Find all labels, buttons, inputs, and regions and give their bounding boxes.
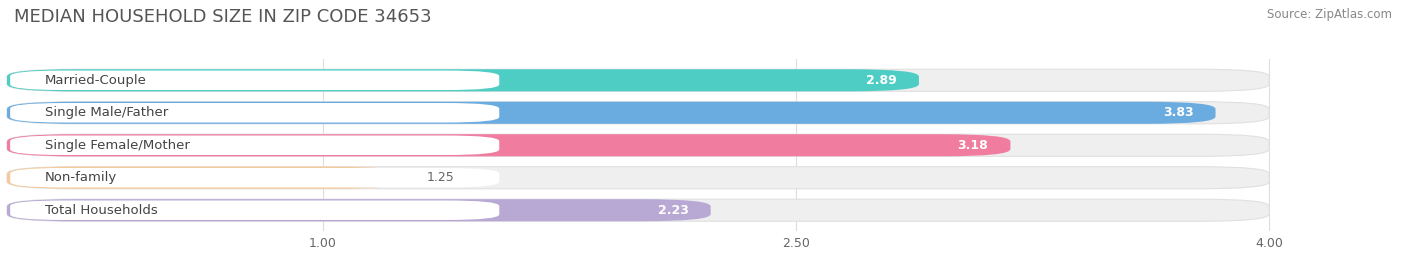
FancyBboxPatch shape	[7, 199, 710, 221]
FancyBboxPatch shape	[7, 69, 1270, 91]
FancyBboxPatch shape	[10, 168, 499, 187]
Text: Total Households: Total Households	[45, 204, 157, 217]
Text: 2.23: 2.23	[658, 204, 689, 217]
Text: Single Female/Mother: Single Female/Mother	[45, 139, 190, 152]
Text: Source: ZipAtlas.com: Source: ZipAtlas.com	[1267, 8, 1392, 21]
Text: MEDIAN HOUSEHOLD SIZE IN ZIP CODE 34653: MEDIAN HOUSEHOLD SIZE IN ZIP CODE 34653	[14, 8, 432, 26]
Text: 3.18: 3.18	[957, 139, 988, 152]
FancyBboxPatch shape	[7, 102, 1270, 124]
Text: 1.25: 1.25	[426, 171, 454, 184]
FancyBboxPatch shape	[7, 167, 402, 189]
FancyBboxPatch shape	[10, 70, 499, 90]
FancyBboxPatch shape	[7, 134, 1270, 156]
FancyBboxPatch shape	[7, 167, 1270, 189]
Text: 2.89: 2.89	[866, 74, 897, 87]
FancyBboxPatch shape	[10, 136, 499, 155]
Text: Single Male/Father: Single Male/Father	[45, 106, 169, 119]
FancyBboxPatch shape	[7, 199, 1270, 221]
FancyBboxPatch shape	[7, 69, 920, 91]
Text: 3.83: 3.83	[1163, 106, 1194, 119]
FancyBboxPatch shape	[7, 134, 1011, 156]
FancyBboxPatch shape	[7, 102, 1216, 124]
FancyBboxPatch shape	[10, 103, 499, 122]
FancyBboxPatch shape	[10, 200, 499, 220]
Text: Non-family: Non-family	[45, 171, 117, 184]
Text: Married-Couple: Married-Couple	[45, 74, 146, 87]
